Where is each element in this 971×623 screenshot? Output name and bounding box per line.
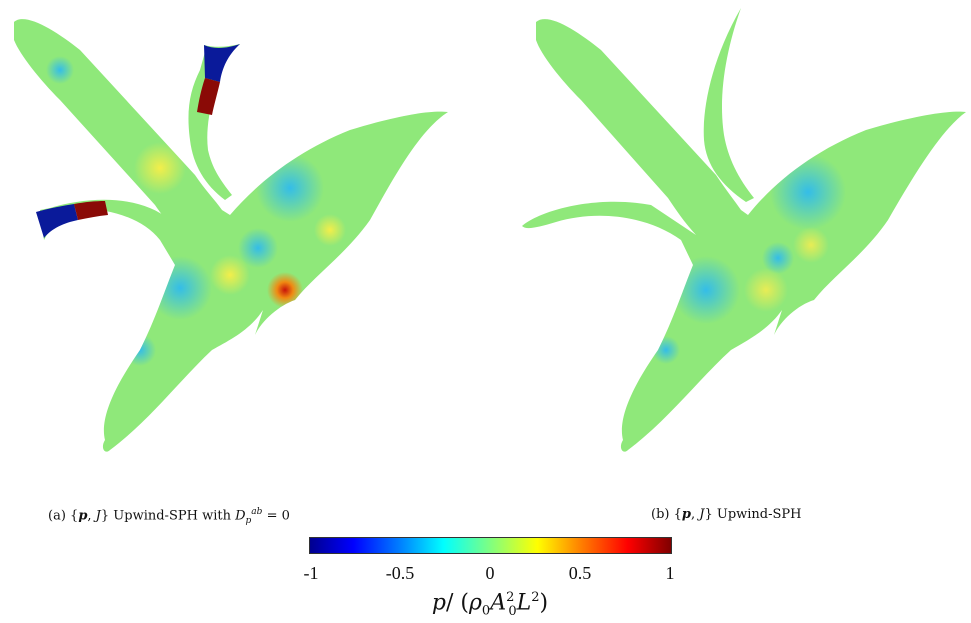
caption-text: ,	[87, 508, 96, 524]
caption-symbol: J	[95, 508, 101, 524]
caption-symbol: J	[699, 507, 705, 522]
caption-superscript: ab	[251, 507, 263, 517]
field-low-spot	[770, 154, 846, 230]
field-max-region	[197, 78, 220, 115]
panel-b-plot	[522, 8, 966, 452]
field-high-spot	[793, 227, 829, 263]
caption-text: } Upwind-SPH with	[100, 508, 236, 524]
label-superscript: 2	[506, 590, 515, 605]
field-low-spot	[762, 242, 794, 274]
field-high-spot	[210, 255, 250, 295]
colorbar-tick: 0.5	[568, 563, 592, 583]
panel-a-caption: (a) {p, J} Upwind-SPH with Dpab = 0	[48, 507, 290, 526]
field-max-region	[74, 201, 108, 220]
caption-symbol: p	[78, 508, 88, 524]
caption-symbol: D	[235, 508, 246, 524]
field-min-region	[36, 204, 78, 238]
panel-a-plot	[14, 19, 448, 452]
label-symbol: p	[431, 590, 446, 616]
label-subscript: 0	[508, 603, 517, 619]
caption-text: ,	[690, 507, 700, 522]
caption-subscript: p	[245, 515, 252, 526]
caption-text: } Upwind-SPH	[704, 507, 802, 522]
label-text: )	[539, 590, 549, 616]
field-low-spot	[124, 334, 156, 366]
panel-b-pressure-field	[486, 0, 971, 480]
field-low-spot	[238, 228, 278, 268]
field-background	[522, 8, 966, 452]
field-low-spot	[256, 154, 324, 222]
panel-a-field	[14, 19, 448, 452]
field-low-spot	[652, 336, 680, 364]
caption-text: (a) {	[48, 508, 79, 524]
caption-text: (b) {	[651, 507, 682, 522]
field-max-spot	[267, 272, 303, 308]
panel-a-pressure-field	[0, 0, 485, 480]
label-subscript: 0	[481, 603, 491, 619]
field-high-spot	[134, 142, 186, 194]
panel-b-caption: (b) {p, J} Upwind-SPH	[651, 507, 802, 522]
field-high-spot	[314, 214, 346, 246]
field-low-spot	[46, 56, 74, 84]
colorbar-tick: 0	[485, 563, 495, 583]
label-superscript: 2	[531, 590, 540, 605]
label-symbol: ρ	[468, 590, 482, 616]
field-low-spot	[672, 256, 740, 324]
colorbar	[309, 537, 672, 554]
caption-symbol: p	[681, 507, 691, 522]
label-symbol: A	[490, 590, 507, 616]
label-symbol: L	[516, 590, 532, 616]
label-text: / (	[445, 590, 469, 616]
field-min-region	[204, 44, 240, 82]
colorbar-tick: 1	[665, 563, 675, 583]
colorbar-tick: -1	[303, 563, 319, 583]
colorbar-tick: -0.5	[385, 563, 415, 583]
colorbar-label: p/ (ρ0A20L2)	[432, 590, 548, 619]
field-high-spot	[744, 268, 788, 312]
caption-text: = 0	[262, 508, 290, 524]
panel-b-field	[522, 8, 966, 452]
field-low-spot	[148, 256, 212, 320]
